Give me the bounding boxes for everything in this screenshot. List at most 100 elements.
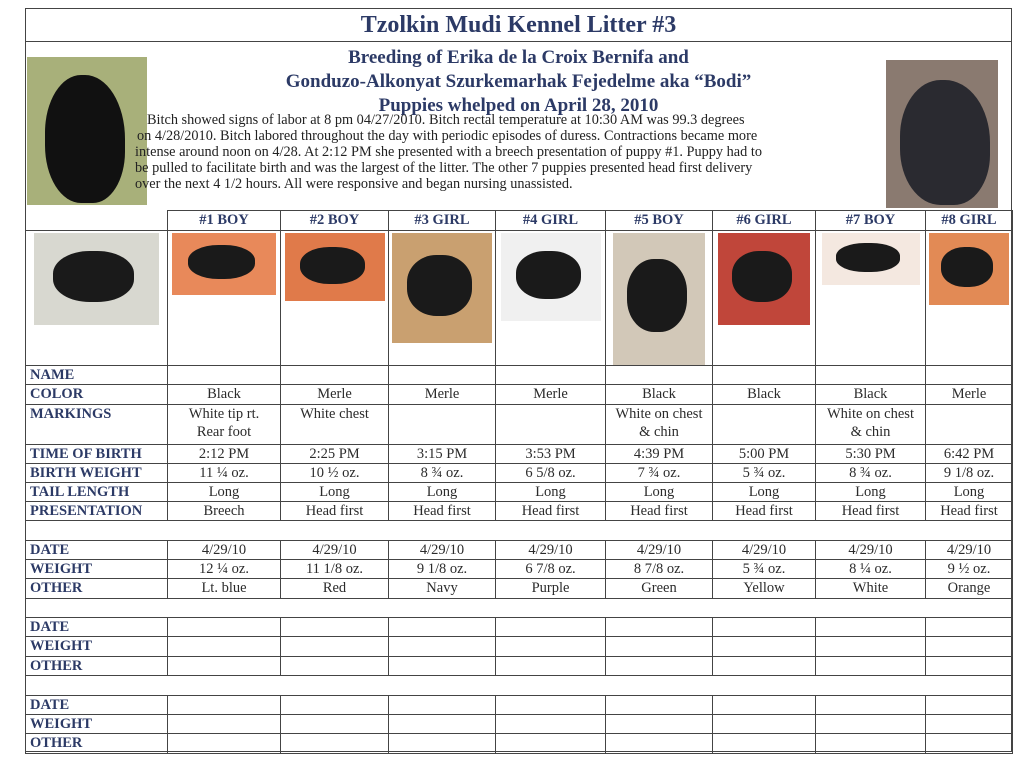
color-label: COLOR [25, 384, 168, 405]
color-cell: Black [605, 384, 713, 405]
tail-length-label: TAIL LENGTH [25, 482, 168, 502]
presentation-cell: Head first [925, 501, 1013, 521]
date-cell: 4/29/10 [388, 540, 496, 560]
other-cell [925, 733, 1013, 754]
date-cell [605, 617, 713, 637]
date-cell [388, 695, 496, 715]
time-of-birth-cell: 2:12 PM [167, 444, 281, 464]
weight-row: WEIGHT [25, 636, 1013, 657]
notes-line: over the next 4 1/2 hours. All were resp… [135, 176, 573, 192]
weight-cell [388, 714, 496, 734]
weight-cell [280, 714, 389, 734]
sire-photo [886, 60, 998, 208]
date-cell [280, 695, 389, 715]
puppy-table: #1 BOY #2 BOY #3 GIRL #4 GIRL #5 BOY #6 GIRL #… [25, 210, 1013, 754]
markings-cell: White chest [280, 404, 389, 445]
puppy-photo-cell [280, 230, 389, 366]
name-cell [388, 365, 496, 385]
other-cell [167, 656, 281, 676]
weight-label: WEIGHT [25, 714, 168, 734]
date-cell: 4/29/10 [167, 540, 281, 560]
weight-cell [815, 636, 926, 657]
subtitle-line-2: Gonduzo-Alkonyat Szurkemarhak Fejedelme … [285, 71, 752, 92]
time-of-birth-cell: 6:42 PM [925, 444, 1013, 464]
weight-cell: 9 ½ oz. [925, 559, 1013, 579]
spacer-row [25, 598, 1013, 618]
weight-cell [605, 714, 713, 734]
other-row: OTHER Lt. blue Red Navy Purple Green Yellow Whi… [25, 578, 1013, 599]
puppy-photo-cell [495, 230, 606, 366]
presentation-cell: Head first [280, 501, 389, 521]
time-of-birth-cell: 5:00 PM [712, 444, 816, 464]
weight-label: WEIGHT [25, 636, 168, 657]
date-cell [495, 617, 606, 637]
other-cell [605, 733, 713, 754]
weight-cell [925, 636, 1013, 657]
puppy-photo-cell [167, 230, 281, 366]
other-cell [712, 656, 816, 676]
date-cell [815, 695, 926, 715]
date-cell [495, 695, 606, 715]
date-cell [712, 617, 816, 637]
puppy-photo [284, 233, 385, 301]
name-cell [605, 365, 713, 385]
birth-weight-cell: 11 ¼ oz. [167, 463, 281, 483]
other-cell [388, 733, 496, 754]
dam-nursing-photo-cell [25, 230, 168, 366]
time-of-birth-label: TIME OF BIRTH [25, 444, 168, 464]
other-cell [712, 733, 816, 754]
date-label: DATE [25, 617, 168, 637]
other-row: OTHER [25, 733, 1013, 754]
puppy-header: #7 BOY [815, 210, 926, 231]
tail-length-cell: Long [925, 482, 1013, 502]
date-label: DATE [25, 695, 168, 715]
tail-length-cell: Long [495, 482, 606, 502]
other-cell: White [815, 578, 926, 599]
other-cell: Lt. blue [167, 578, 281, 599]
color-cell: Merle [388, 384, 496, 405]
markings-cell: White on chest & chin [605, 404, 713, 445]
date-cell: 4/29/10 [712, 540, 816, 560]
weight-cell [712, 714, 816, 734]
puppy-header: #1 BOY [167, 210, 281, 231]
other-label: OTHER [25, 656, 168, 676]
markings-cell [495, 404, 606, 445]
time-of-birth-cell: 4:39 PM [605, 444, 713, 464]
weight-cell: 8 7/8 oz. [605, 559, 713, 579]
page-title: Tzolkin Mudi Kennel Litter #3 [26, 9, 1011, 42]
weight-cell: 8 ¼ oz. [815, 559, 926, 579]
time-of-birth-cell: 3:53 PM [495, 444, 606, 464]
name-cell [280, 365, 389, 385]
puppy-photo [929, 233, 1009, 305]
date-cell: 4/29/10 [925, 540, 1013, 560]
birth-weight-cell: 9 1/8 oz. [925, 463, 1013, 483]
birth-weight-cell: 6 5/8 oz. [495, 463, 606, 483]
name-row: NAME [25, 365, 1013, 385]
birth-notes: Bitch showed signs of labor at 8 pm 04/2… [135, 112, 855, 192]
weight-cell [925, 714, 1013, 734]
weight-cell [712, 636, 816, 657]
markings-row: MARKINGS White tip rt. Rear foot White che… [25, 404, 1013, 445]
other-cell: Purple [495, 578, 606, 599]
puppy-header: #2 BOY [280, 210, 389, 231]
other-cell [925, 656, 1013, 676]
presentation-cell: Head first [815, 501, 926, 521]
other-cell [388, 656, 496, 676]
weight-cell: 6 7/8 oz. [495, 559, 606, 579]
tail-length-cell: Long [388, 482, 496, 502]
corner-cell [25, 210, 168, 231]
puppy-photo [172, 233, 276, 295]
notes-line: intense around noon on 4/28. At 2:12 PM … [135, 144, 762, 160]
color-cell: Merle [495, 384, 606, 405]
weight-cell [167, 636, 281, 657]
dam-photo [27, 57, 147, 205]
time-of-birth-cell: 2:25 PM [280, 444, 389, 464]
subtitle-line-1: Breeding of Erika de la Croix Bernifa an… [348, 47, 689, 68]
tail-length-cell: Long [815, 482, 926, 502]
puppy-photo-cell [815, 230, 926, 366]
birth-weight-cell: 8 ¾ oz. [815, 463, 926, 483]
date-label: DATE [25, 540, 168, 560]
date-cell [712, 695, 816, 715]
markings-cell: White on chest & chin [815, 404, 926, 445]
date-cell [605, 695, 713, 715]
